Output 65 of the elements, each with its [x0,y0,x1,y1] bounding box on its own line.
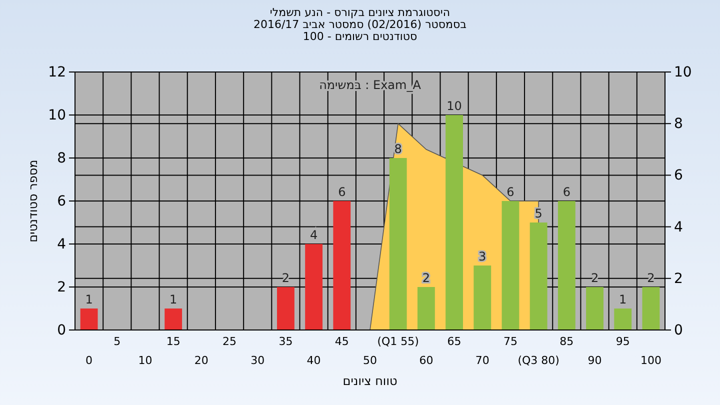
x-tick-label: 70 [475,354,490,367]
x-tick-label: 100 [640,354,662,367]
data-label: 5 [534,206,542,220]
y2-tick-label: 2 [674,270,683,287]
x-tick-label: 30 [250,354,265,367]
data-label: 10 [446,99,462,113]
y-tick-label: 0 [57,322,66,338]
bar [446,115,463,330]
y2-tick-label: 0 [674,322,683,338]
data-label: 1 [170,292,178,306]
bar [305,244,323,330]
x-tick-label: 45 [334,335,349,348]
bar [586,287,604,330]
bar [80,308,98,330]
x-tick-label: (Q1 55) [377,335,419,348]
y-tick-label: 6 [57,193,66,210]
x-tick-label: 35 [278,335,293,348]
x-tick-label: 50 [363,354,377,367]
data-label: 6 [506,185,514,199]
x-tick-label: 25 [222,335,237,348]
data-label: 6 [338,185,346,199]
x-tick-label: 95 [616,335,630,348]
bar [389,158,407,330]
chart-title: היסטוגרמת ציונים בקורס - הנע תשמלי [270,6,450,19]
y-axis-title: מספר סטודנטים [26,160,40,242]
y2-tick-label: 4 [674,219,683,236]
y2-tick-label: 6 [674,168,683,184]
x-tick-label: 5 [114,335,121,348]
x-tick-label: 85 [560,335,574,348]
bar [417,287,435,330]
chart-subtitle: בסמסטר (02/2016) סמסטר אביב 2016/17 סטודנטים רשומים - 100 [253,18,467,43]
bar [614,308,632,330]
data-label: 1 [85,292,93,306]
x-tick-label: 20 [194,354,208,367]
y2-tick-label: 8 [674,116,683,132]
data-label: 8 [394,142,402,156]
bar [333,201,351,330]
y-tick-label: 2 [57,279,66,296]
x-tick-label: 65 [447,335,462,348]
bar [164,308,182,330]
bar [642,287,660,330]
x-tick-label: 90 [588,354,602,367]
y-tick-label: 12 [48,64,66,80]
x-tick-label: 15 [166,335,180,348]
data-label: 1 [619,292,627,306]
bar [277,287,294,330]
y2-tick-label: 10 [674,64,692,80]
y-tick-label: 4 [57,236,66,252]
y-tick-label: 10 [48,107,66,124]
x-tick-label: 75 [503,335,518,348]
data-label: 6 [562,185,570,199]
x-tick-label: (Q3 80) [518,354,560,367]
x-tick-label: 10 [138,354,152,367]
x-tick-label: 40 [306,354,321,367]
bar [502,201,520,330]
x-axis-title: טווח ציונים [342,374,398,388]
bar [558,201,576,330]
bar [530,222,548,330]
data-label: 2 [422,271,430,285]
x-tick-label: 60 [419,354,434,367]
x-tick-label: 0 [86,354,93,367]
data-label: 4 [310,228,318,242]
data-label: 3 [478,250,486,264]
bar [474,266,492,330]
y-tick-label: 8 [57,150,66,166]
